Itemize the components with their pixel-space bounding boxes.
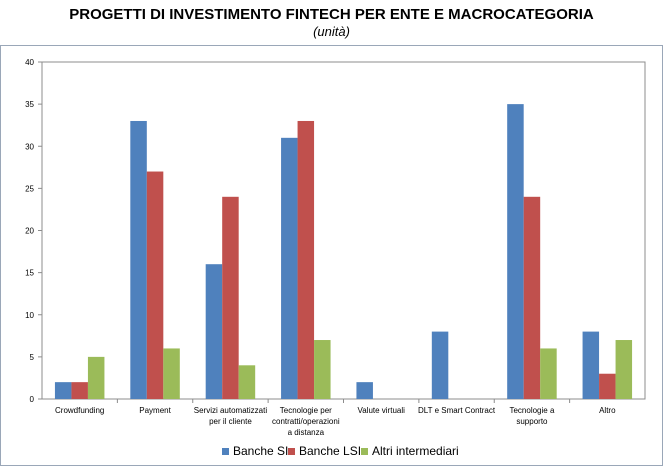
bar <box>540 348 557 399</box>
y-tick-label: 35 <box>25 100 34 109</box>
x-category-label: Payment <box>139 406 171 415</box>
legend-item-altri-intermediari: Altri intermediari <box>361 444 459 458</box>
legend-swatch-banche-si <box>222 447 229 455</box>
bar <box>205 264 223 399</box>
x-category-label: Tecnologie a supporto <box>509 406 554 426</box>
x-category-label: Tecnologie per contratti/operazioni a dist… <box>272 406 340 437</box>
bar <box>615 340 633 399</box>
bar <box>238 365 256 399</box>
y-tick-label: 5 <box>30 353 35 362</box>
bar <box>163 348 180 399</box>
legend-label-banche-si: Banche SI <box>233 444 289 458</box>
y-tick-label: 30 <box>25 142 34 151</box>
legend-swatch-altri-intermediari <box>361 447 368 455</box>
x-category-label: Servizi automatizzati per il cliente <box>194 406 268 426</box>
y-tick-label: 10 <box>25 311 34 320</box>
bar <box>281 137 298 399</box>
y-tick-label: 0 <box>30 395 35 404</box>
y-tick-label: 15 <box>25 269 34 278</box>
chart-subtitle: (unità) <box>313 24 350 39</box>
y-tick-label: 20 <box>25 227 34 236</box>
x-category-label: Crowdfunding <box>55 406 104 415</box>
y-tick-label: 40 <box>25 58 34 67</box>
chart-legend: Banche SI Banche LSI Altri intermediari <box>0 444 663 460</box>
bar <box>87 356 105 399</box>
bar <box>297 120 315 399</box>
bar <box>507 104 524 399</box>
bar <box>146 171 164 399</box>
bar <box>222 196 239 399</box>
bar <box>130 120 147 399</box>
x-category-label: Altro <box>599 406 616 415</box>
bar <box>54 382 72 399</box>
chart-title: PROGETTI DI INVESTIMENTO FINTECH PER ENT… <box>69 6 594 23</box>
bar <box>599 373 616 399</box>
bar <box>314 340 331 399</box>
x-category-label: DLT e Smart Contract <box>418 406 496 415</box>
bar <box>523 196 541 399</box>
legend-swatch-banche-lsi <box>288 447 295 455</box>
bar <box>431 331 449 399</box>
x-category-label: Valute virtuali <box>357 406 405 415</box>
bar <box>71 382 88 399</box>
bar <box>582 331 600 399</box>
y-tick-label: 25 <box>25 184 34 193</box>
legend-label-altri-intermediari: Altri intermediari <box>372 444 459 458</box>
bar <box>356 382 373 399</box>
legend-item-banche-si: Banche SI <box>222 444 288 458</box>
legend-label-banche-lsi: Banche LSI <box>299 444 362 458</box>
legend-item-banche-lsi: Banche LSI <box>288 444 361 458</box>
